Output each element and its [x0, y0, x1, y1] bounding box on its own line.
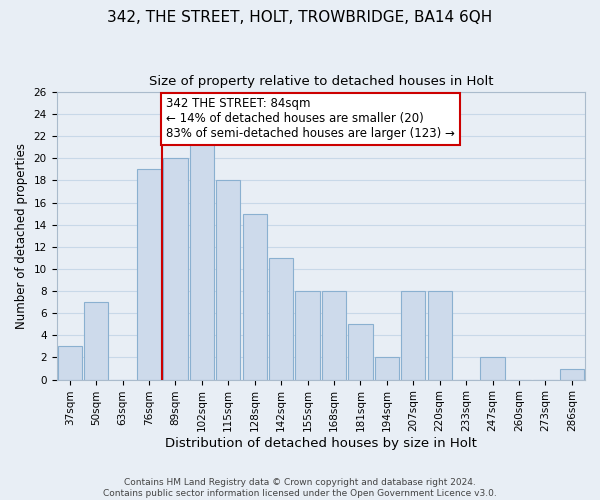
Text: 342, THE STREET, HOLT, TROWBRIDGE, BA14 6QH: 342, THE STREET, HOLT, TROWBRIDGE, BA14 … [107, 10, 493, 25]
Bar [322, 291, 346, 380]
Bar [163, 158, 188, 380]
Text: Contains HM Land Registry data © Crown copyright and database right 2024.
Contai: Contains HM Land Registry data © Crown c… [103, 478, 497, 498]
Bar [401, 291, 425, 380]
X-axis label: Distribution of detached houses by size in Holt: Distribution of detached houses by size … [165, 437, 477, 450]
Bar [190, 136, 214, 380]
Text: 342 THE STREET: 84sqm
← 14% of detached houses are smaller (20)
83% of semi-deta: 342 THE STREET: 84sqm ← 14% of detached … [166, 98, 455, 140]
Bar [242, 214, 267, 380]
Bar [560, 368, 584, 380]
Title: Size of property relative to detached houses in Holt: Size of property relative to detached ho… [149, 75, 493, 88]
Bar [84, 302, 109, 380]
Bar [137, 170, 161, 380]
Bar [428, 291, 452, 380]
Bar [374, 358, 399, 380]
Bar [269, 258, 293, 380]
Bar [481, 358, 505, 380]
Y-axis label: Number of detached properties: Number of detached properties [15, 143, 28, 329]
Bar [216, 180, 241, 380]
Bar [295, 291, 320, 380]
Bar [348, 324, 373, 380]
Bar [58, 346, 82, 380]
